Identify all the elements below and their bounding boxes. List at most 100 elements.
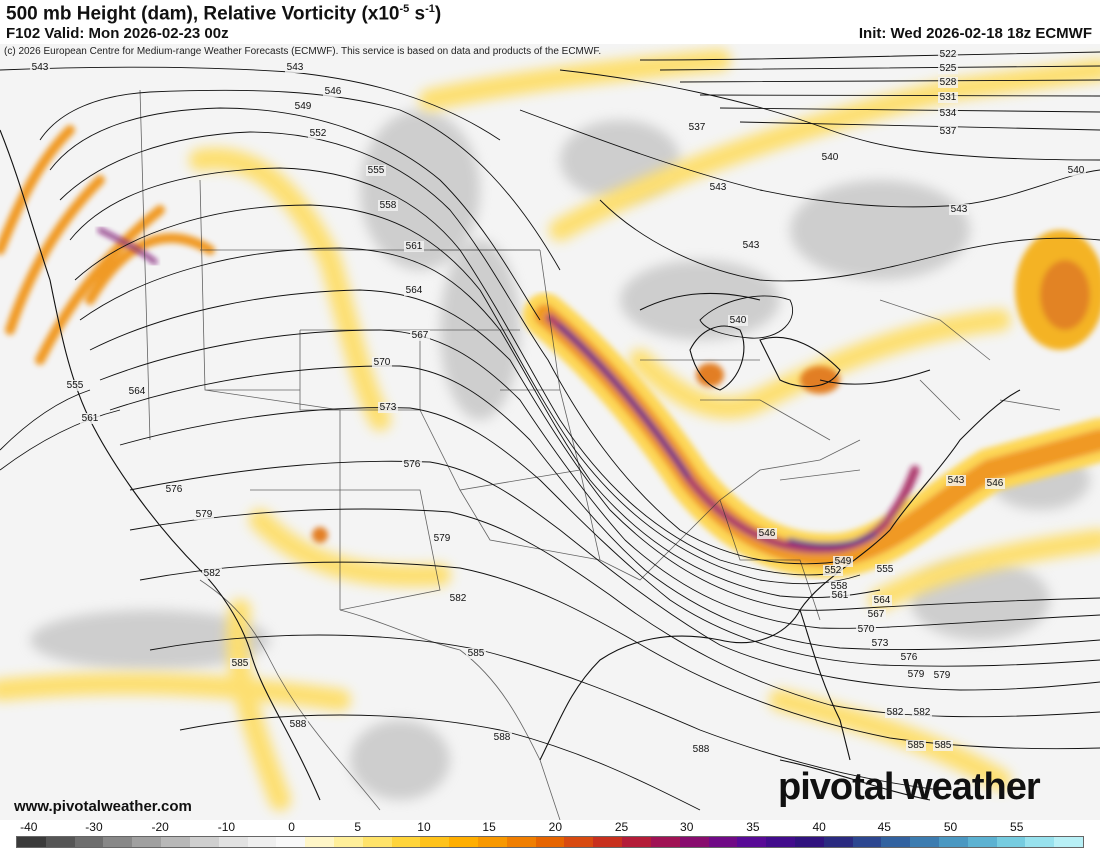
- colorbar-swatch: [420, 837, 450, 847]
- colorbar-swatch: [103, 837, 133, 847]
- contour-label-bg: [933, 740, 953, 751]
- contour-label: 561: [82, 413, 99, 424]
- contour-label-bg: [899, 652, 919, 663]
- contour-label-bg: [708, 182, 728, 193]
- map-background: [0, 44, 1100, 820]
- contour-label-bg: [378, 200, 398, 211]
- contour-label-bg: [230, 658, 250, 669]
- colorbar-swatch: [794, 837, 824, 847]
- contour-label: 552: [825, 565, 842, 576]
- contour-label-bg: [378, 402, 398, 413]
- contour-label-bg: [466, 648, 486, 659]
- contour-label-bg: [866, 609, 886, 620]
- contour-label-bg: [432, 533, 452, 544]
- title-exponent: -5: [399, 3, 410, 15]
- colorbar-tick-label: 55: [1010, 820, 1024, 834]
- contour-label-bg: [728, 315, 748, 326]
- colorbar-swatch: [737, 837, 767, 847]
- contour-label-bg: [938, 63, 958, 74]
- contour-label: 540: [730, 315, 747, 326]
- contour-label-bg: [492, 732, 512, 743]
- vorticity-shading: [0, 49, 1100, 811]
- colorbar-swatch: [391, 837, 421, 847]
- colorbar-tick-label: 50: [943, 820, 958, 834]
- ecmwf-credit: (c) 2026 European Centre for Medium-rang…: [4, 46, 602, 57]
- contour-label: 585: [468, 648, 485, 659]
- contour-label-bg: [946, 475, 966, 486]
- colorbar-swatch: [1025, 837, 1055, 847]
- colorbar-swatch: [17, 837, 46, 847]
- contour-label-bg: [949, 204, 969, 215]
- colorbar-swatch: [333, 837, 363, 847]
- colorbar-swatch: [74, 837, 104, 847]
- contour-label-bg: [875, 564, 895, 575]
- contour-label-bg: [80, 413, 100, 424]
- colorbar-swatch: [218, 837, 248, 847]
- contour-label: 543: [710, 182, 727, 193]
- contour-label: 552: [310, 128, 327, 139]
- colorbar-swatch: [679, 837, 709, 847]
- contour-label: 582: [887, 707, 904, 718]
- contour-label: 525: [940, 63, 957, 74]
- colorbar-swatch: [132, 837, 162, 847]
- contour-label: 522: [940, 49, 957, 60]
- contour-label: 543: [948, 475, 965, 486]
- contour-label: 564: [874, 595, 891, 606]
- contour-label-bg: [823, 565, 843, 576]
- website-label[interactable]: www.pivotalweather.com: [14, 798, 192, 815]
- contour-label-bg: [932, 670, 952, 681]
- height-contours: [0, 51, 1100, 811]
- contour-label: 570: [858, 624, 875, 635]
- contour-label-bg: [402, 459, 422, 470]
- contour-label: 534: [940, 108, 957, 119]
- contour-label-bg: [202, 568, 222, 579]
- contour-label-bg: [985, 478, 1005, 489]
- contour-label: 558: [831, 581, 848, 592]
- title-unit-exponent: -1: [425, 3, 435, 15]
- colorbar-swatch: [852, 837, 882, 847]
- contour-label: 555: [877, 564, 894, 575]
- contour-label-bg: [938, 92, 958, 103]
- contour-label-bg: [194, 509, 214, 520]
- contour-label-bg: [687, 122, 707, 133]
- contour-label-bg: [938, 108, 958, 119]
- contour-label: 549: [835, 556, 852, 567]
- colorbar-swatch: [362, 837, 392, 847]
- contour-label: 561: [406, 241, 423, 252]
- colorbar-swatch: [766, 837, 795, 847]
- colorbar-swatch: [881, 837, 911, 847]
- contour-label-bg: [308, 128, 328, 139]
- contour-label: 564: [406, 285, 423, 296]
- colorbar-swatch: [622, 837, 651, 847]
- contour-label: 555: [67, 380, 84, 391]
- colorbar-tick-label: 0: [288, 820, 295, 834]
- contour-label-bg: [906, 669, 926, 680]
- contour-label: 555: [368, 165, 385, 176]
- contour-label: 564: [129, 386, 146, 397]
- colorbar-swatch: [996, 837, 1026, 847]
- init-time: Init: Wed 2026-02-18 18z ECMWF: [858, 25, 1092, 42]
- contour-label: 543: [287, 62, 304, 73]
- contour-label-bg: [404, 241, 424, 252]
- contour-label-bg: [912, 707, 932, 718]
- header-bar: 500 mb Height (dam), Relative Vorticity …: [0, 0, 1100, 44]
- weather-map[interactable]: 543 543 546 549 552 555 558 561 564 567 570 573 576 5…: [0, 44, 1100, 820]
- contour-label-bg: [288, 719, 308, 730]
- contour-label: 540: [822, 152, 839, 163]
- contour-label: 549: [295, 101, 312, 112]
- valid-time: F102 Valid: Mon 2026-02-23 00z: [6, 25, 229, 42]
- contour-label-bg: [856, 624, 876, 635]
- map-title: 500 mb Height (dam), Relative Vorticity …: [6, 3, 441, 25]
- colorbar-swatch: [45, 837, 75, 847]
- contour-label-bg: [872, 595, 892, 606]
- colorbar-tick-label: 45: [877, 820, 891, 834]
- colorbar-swatch: [910, 837, 939, 847]
- contour-label-bg: [448, 593, 468, 604]
- contour-label: 528: [940, 77, 957, 88]
- contour-label: 585: [935, 740, 952, 751]
- contour-label-bg: [30, 62, 50, 73]
- contour-label-bg: [906, 740, 926, 751]
- colorbar-tick-label: 10: [417, 820, 431, 834]
- contour-label-bg: [65, 380, 85, 391]
- colorbar-tick-label: -30: [85, 820, 103, 834]
